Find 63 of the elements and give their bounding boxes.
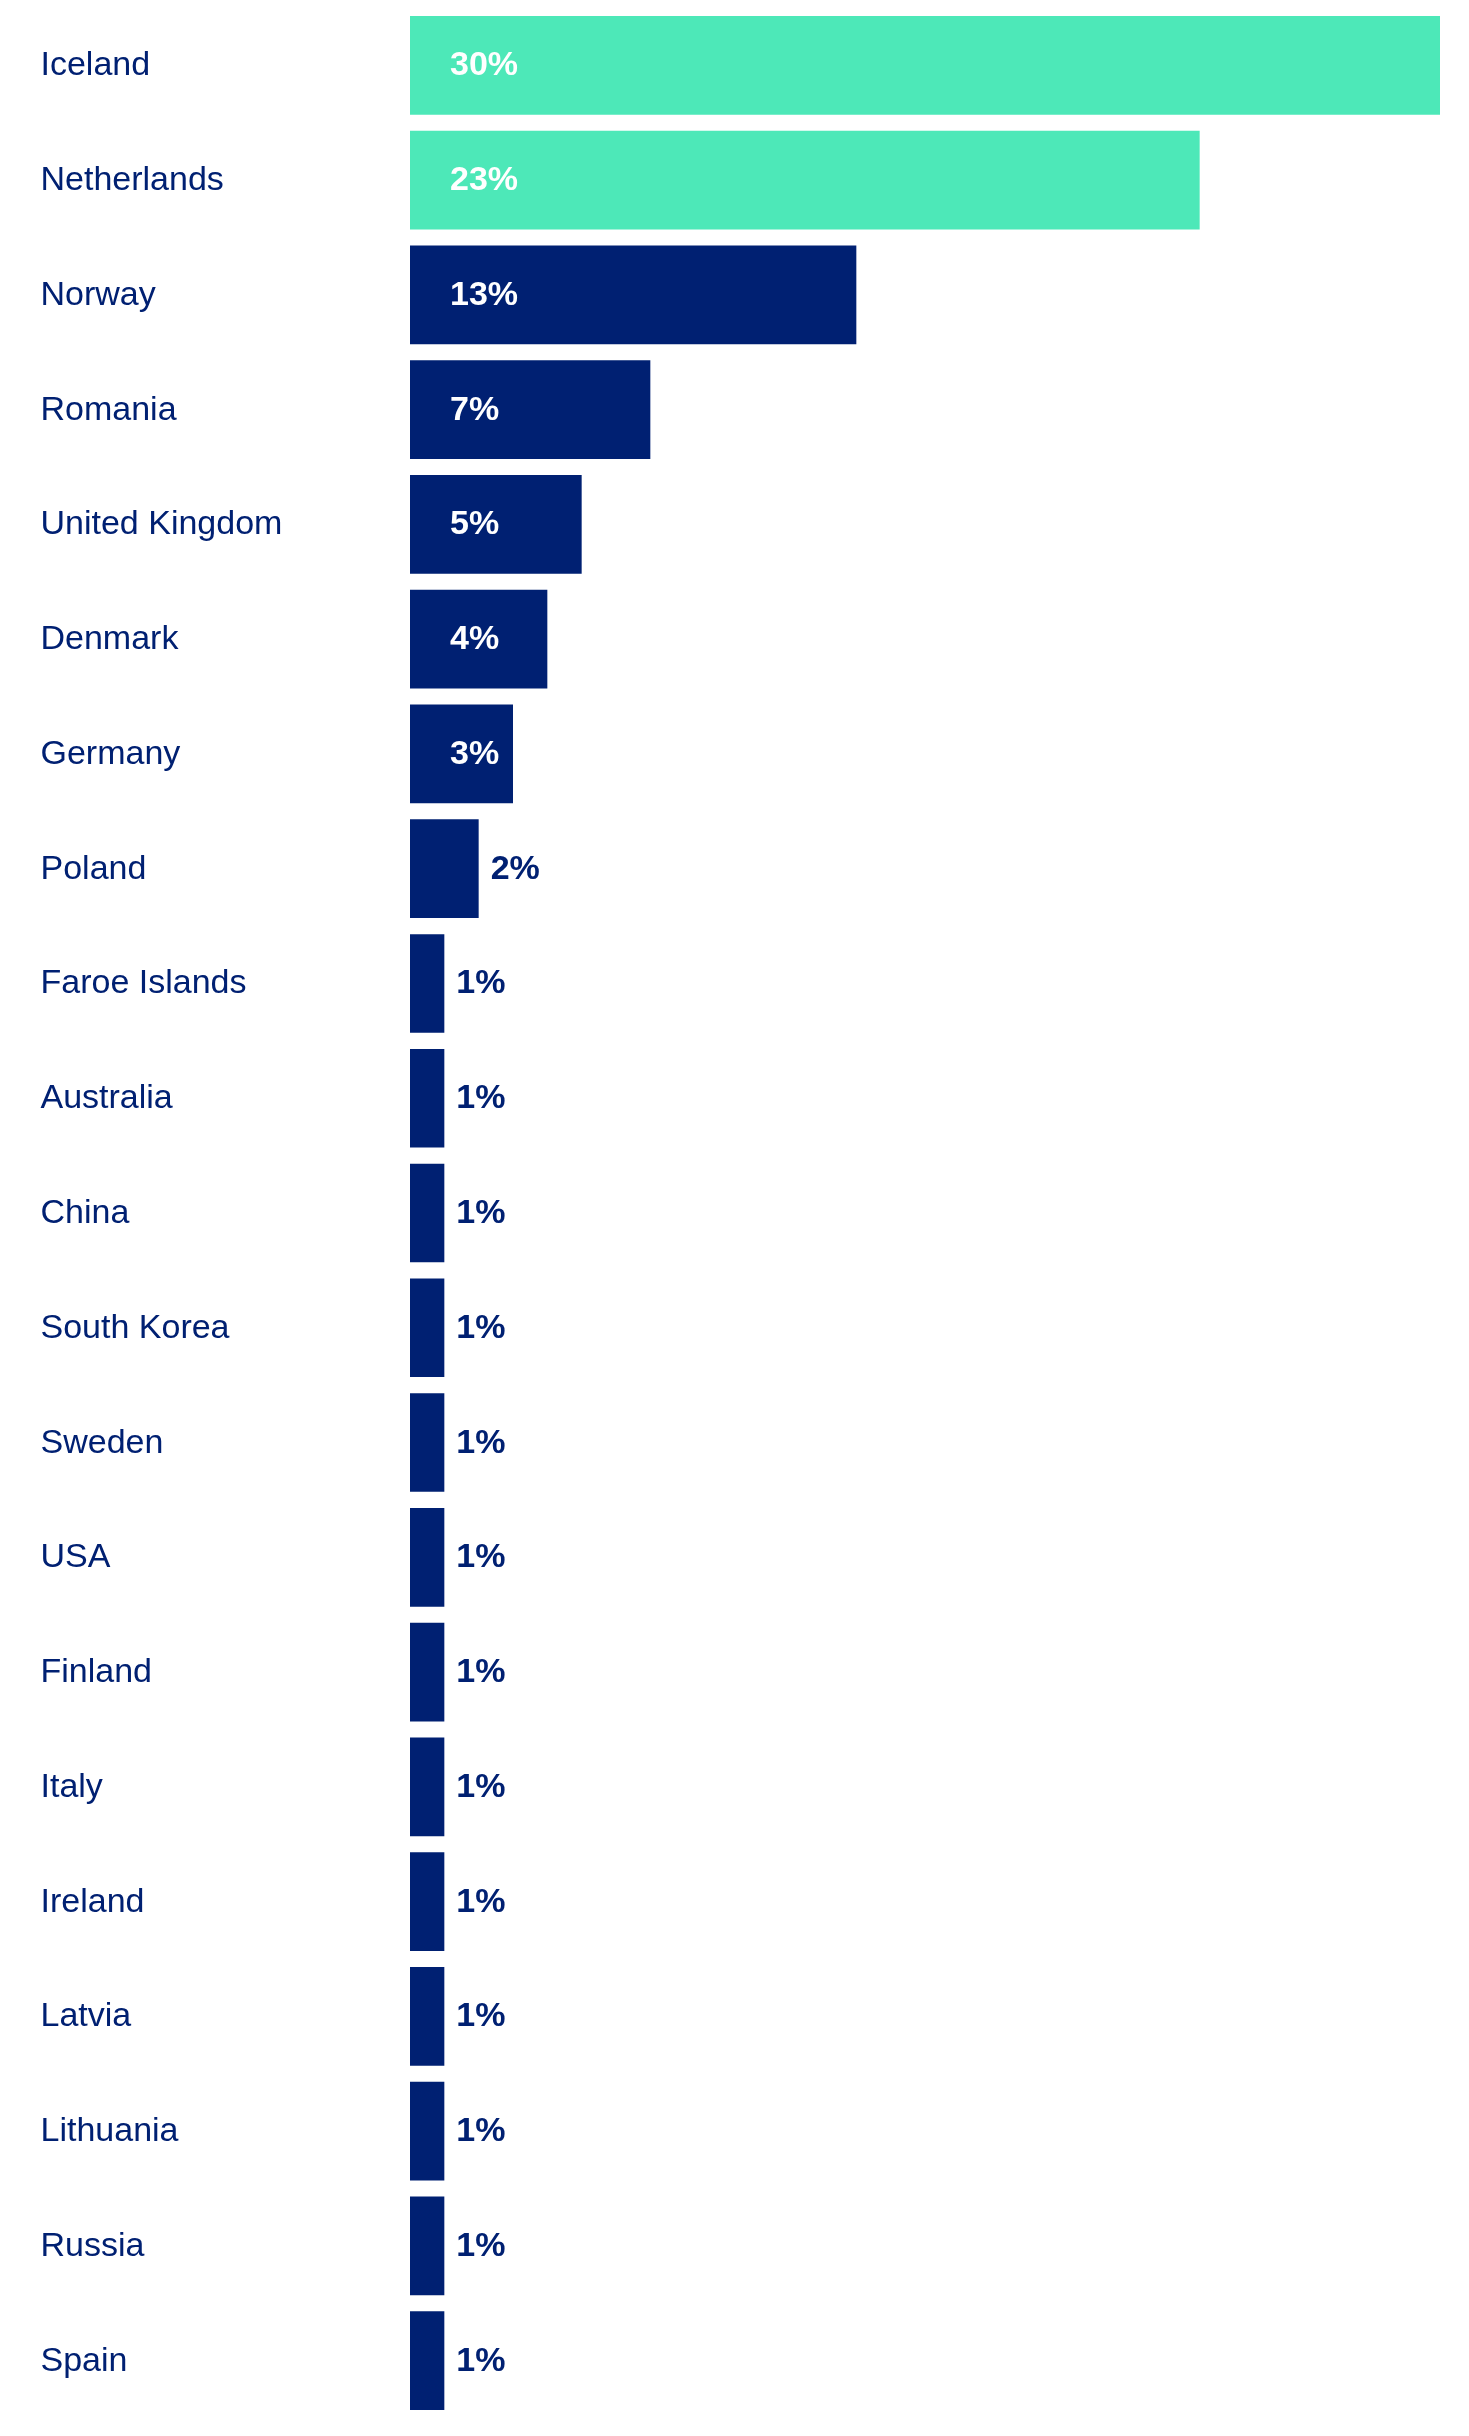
bar (410, 1966, 445, 2066)
data-label: 1% (456, 1536, 506, 1575)
y-tick-label: Germany (40, 732, 181, 771)
bar (410, 1048, 445, 1148)
bar (410, 1393, 445, 1492)
y-tick-label: Norway (40, 273, 156, 312)
bar (410, 819, 479, 919)
data-label: 30% (450, 44, 519, 83)
y-tick-label: United Kingdom (40, 503, 283, 542)
y-tick-label: Spain (40, 2339, 128, 2378)
y-tick-label: Faroe Islands (40, 962, 247, 1001)
data-label: 1% (456, 1306, 506, 1345)
bar (410, 1163, 445, 1263)
bar (410, 1278, 445, 1378)
bar (410, 1737, 445, 1837)
data-label: 1% (456, 1995, 506, 2034)
y-tick-label: Netherlands (40, 159, 224, 198)
y-tick-label: Sweden (40, 1421, 164, 1460)
bar (410, 704, 513, 804)
bar (410, 934, 445, 1033)
y-tick-label: Poland (40, 847, 147, 886)
y-tick-label: Finland (40, 1651, 153, 1690)
data-label: 1% (456, 1765, 506, 1804)
bar (410, 16, 1440, 115)
y-tick-label: Romania (40, 388, 177, 427)
y-tick-label: Latvia (40, 1995, 132, 2034)
data-label: 13% (450, 273, 519, 312)
y-tick-label: Lithuania (40, 2110, 179, 2149)
data-label: 23% (450, 159, 519, 198)
data-label: 1% (456, 2339, 506, 2378)
y-tick-label: Ireland (40, 1880, 145, 1919)
bar (410, 2311, 445, 2410)
bar (410, 2081, 445, 2181)
data-label: 1% (456, 1421, 506, 1460)
data-label: 1% (456, 1077, 506, 1116)
data-label: 2% (490, 847, 540, 886)
data-label: 1% (456, 2110, 506, 2149)
y-tick-label: Australia (40, 1077, 173, 1116)
bar (410, 1507, 445, 1607)
y-tick-label: China (40, 1192, 130, 1230)
y-tick-label: Russia (40, 2224, 145, 2263)
y-tick-label: Iceland (40, 44, 151, 83)
y-tick-label: USA (40, 1536, 111, 1575)
data-label: 4% (450, 618, 500, 657)
data-label: 1% (456, 2224, 506, 2263)
y-tick-label: Denmark (40, 618, 180, 657)
bar (410, 589, 548, 689)
data-label: 7% (450, 388, 500, 427)
bar (410, 1852, 445, 1951)
data-label: 1% (456, 1192, 506, 1230)
y-tick-label: Italy (40, 1765, 103, 1804)
bar (410, 475, 582, 574)
y-tick-label: South Korea (40, 1306, 230, 1345)
bar (410, 245, 857, 345)
bar (410, 2196, 445, 2296)
data-label: 3% (450, 732, 500, 771)
bar (410, 1622, 445, 1722)
data-label: 5% (450, 503, 500, 542)
bar (410, 130, 1200, 230)
data-label: 1% (456, 962, 506, 1001)
data-label: 1% (456, 1880, 506, 1919)
bar (410, 360, 651, 460)
data-label: 1% (456, 1651, 506, 1690)
